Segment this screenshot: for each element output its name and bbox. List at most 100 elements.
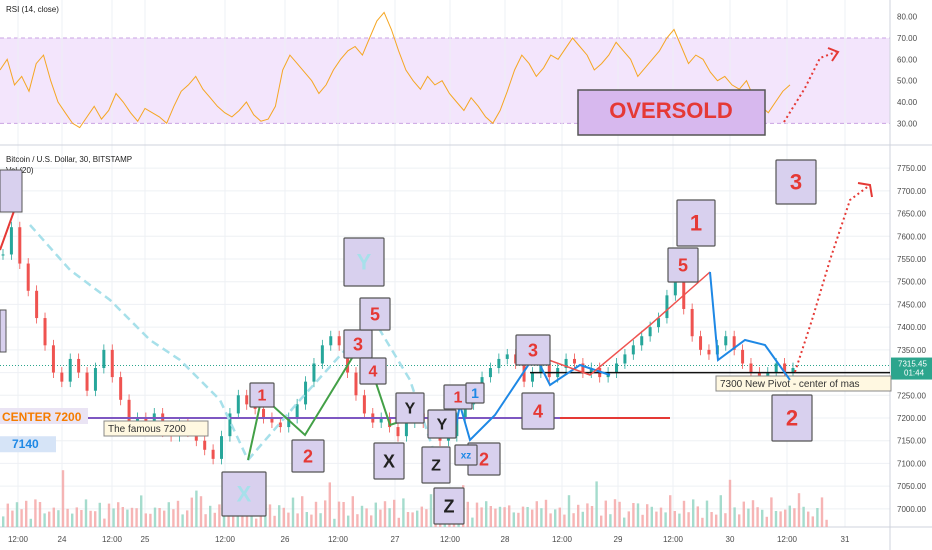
candle-body [354,372,358,396]
volume-bar [71,513,74,527]
candle-body [488,368,492,378]
volume-bar [158,508,161,527]
volume-bar [600,515,603,527]
wave-label-box [427,409,457,439]
wave-label-box [343,329,373,359]
price-tick-label: 7200.00 [897,414,926,423]
rsi-series-line [0,11,791,129]
time-tick-label: 30 [726,535,735,544]
volume-bar [287,512,290,527]
candle-body [615,363,619,373]
cyan-dashed-trend-2 [247,320,442,471]
candle-body [60,372,64,382]
volume-bar [80,510,83,527]
wave-label: X [383,451,395,471]
volume-bar [738,514,741,527]
pivot-7300-label: 7300 New Pivot - center of mas [720,379,860,390]
volume-bar [650,506,653,527]
candle-body [564,358,568,369]
volume-bar [710,512,713,527]
wave-label-box [249,382,275,408]
wave-label-box [359,297,391,331]
candle-body [68,358,72,382]
volume-bar [121,507,124,527]
volume-bar [705,500,709,527]
time-tick-label: 12:00 [777,535,798,544]
volume-bar [75,507,78,527]
wave-label-box [454,444,478,466]
wave-label-box [521,392,555,430]
volume-bar [797,493,801,527]
volume-bar [590,506,594,527]
candle-body [304,381,308,405]
volume-bar [11,510,14,527]
volume-bar [153,507,157,527]
price-tick-label: 7500.00 [897,278,926,287]
volume-bar [586,503,589,527]
volume-bar [784,509,787,527]
rsi-tick-label: 80.00 [897,13,918,22]
volume-bar [535,501,538,527]
candle-body [43,318,47,346]
volume-bar [558,507,561,527]
volume-bar [549,513,552,527]
volume-bar [52,507,55,527]
volume-bar [393,499,396,527]
volume-bar [581,511,584,527]
volume-bar [715,514,718,527]
wave-label-box [465,382,485,404]
volume-bar [641,514,644,527]
volume-bar [181,514,184,527]
volume-bar [351,496,354,527]
center-7200-label: CENTER 7200 [2,410,82,424]
volume-bar [609,514,612,527]
last-price-tag [891,357,932,380]
volume-bar [66,508,69,527]
volume-bar [669,495,672,527]
candle-body [119,377,123,400]
price-tick-label: 7700.00 [897,187,926,196]
volume-bar [360,505,364,527]
volume-bar [89,510,92,527]
volume-bar [595,481,598,527]
volume-bar [356,514,359,527]
volume-bar [517,512,520,527]
volume-bar [406,512,410,527]
price-tick-label: 7350.00 [897,346,926,355]
wave-label: 5 [370,304,380,324]
volume-bar [475,502,479,527]
time-tick-label: 12:00 [328,535,349,544]
volume-bar [172,509,175,527]
volume-bar [232,516,235,527]
volume-bar [259,512,262,527]
volume-bar [411,512,414,527]
candle-body [337,336,341,346]
wave-label-box [775,159,817,205]
volume-bar [209,505,212,527]
blue-correction [709,271,791,381]
level-7140-box [0,436,56,453]
rsi-tick-label: 70.00 [897,34,918,43]
candle-body [312,363,316,382]
price-tick-label: 7750.00 [897,164,926,173]
time-tick-label: 12:00 [102,535,123,544]
volume-bar [301,496,304,527]
candle-body [135,417,139,423]
time-tick-label: 24 [58,535,67,544]
candle-body [783,363,787,373]
candle-body [673,272,677,296]
candle-body [530,372,534,382]
wave-label-box [515,334,551,366]
price-tick-label: 7400.00 [897,323,926,332]
rsi-tick-label: 40.00 [897,98,918,107]
volume-bar [337,501,341,527]
candle-body [77,358,81,373]
candle-body [463,404,467,418]
volume-bar [719,495,722,527]
candle-body [589,368,593,373]
time-tick-label: 25 [141,535,150,544]
volume-bar [195,490,198,527]
volume-bar [305,512,308,527]
volume-bar [273,515,276,527]
